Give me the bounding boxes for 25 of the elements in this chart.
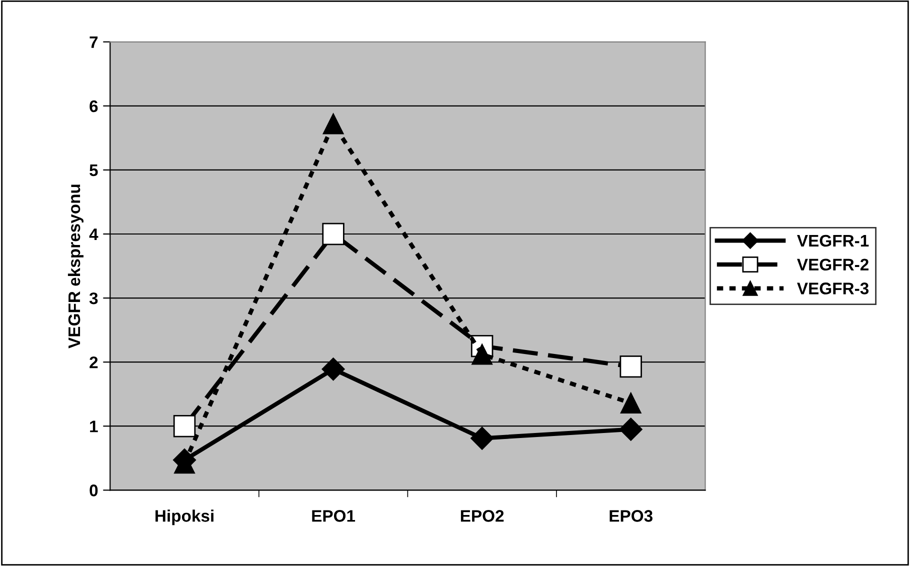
point <box>620 392 642 414</box>
y-tick-label: 4 <box>89 228 98 240</box>
point <box>619 418 642 441</box>
point <box>472 344 492 365</box>
y-tick-label: 2 <box>90 356 98 368</box>
y-tick-label: 6 <box>90 100 98 112</box>
point <box>322 222 344 246</box>
y-axis-title: VEGFR ekspresyonu <box>68 184 84 348</box>
point <box>620 355 642 378</box>
x-tick-label: EPO2 <box>460 510 504 522</box>
y-tick-label: 0 <box>90 484 98 496</box>
legend-label: VEGFR-3 <box>797 282 869 294</box>
y-tick-label: 7 <box>90 36 98 48</box>
point <box>322 358 345 381</box>
x-tick-label: EPO1 <box>312 510 356 522</box>
x-tick-label: EPO3 <box>610 510 652 522</box>
y-tick-label: 1 <box>90 420 98 432</box>
x-tick-label: Hipoksi <box>156 510 214 526</box>
point <box>173 415 196 438</box>
legend-label: VEGFR-1 <box>797 234 869 247</box>
legend-label: VEGFR-2 <box>797 258 868 270</box>
point <box>470 426 494 450</box>
y-tick-label: 3 <box>89 292 98 304</box>
y-tick-label: 5 <box>90 164 98 176</box>
point <box>322 113 344 134</box>
